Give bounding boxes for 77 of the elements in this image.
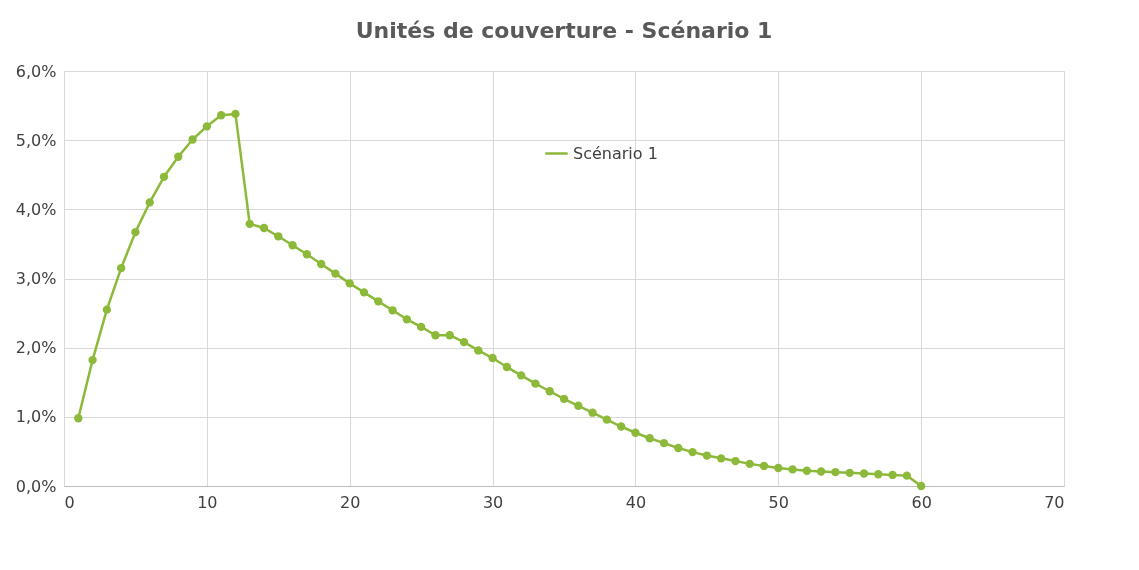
point — [716, 454, 726, 463]
point — [445, 331, 454, 340]
y-tick-label: 3,0% — [15, 269, 57, 288]
y-tick-label: 4,0% — [15, 199, 57, 219]
point — [231, 109, 240, 119]
legend-label: Scénario 1 — [573, 143, 658, 163]
point — [559, 394, 569, 404]
point — [588, 408, 597, 417]
point — [788, 465, 797, 474]
x-tick-label: 0 — [64, 492, 75, 512]
y-tick-label: 5,0% — [15, 130, 57, 150]
point — [402, 315, 412, 324]
point — [431, 331, 440, 340]
y-tick-label: 2,0% — [15, 338, 57, 358]
point — [274, 232, 283, 241]
point — [288, 241, 297, 250]
point — [245, 219, 254, 229]
point — [659, 438, 669, 448]
point — [831, 467, 840, 477]
point — [116, 263, 126, 273]
x-tick-label: 10 — [197, 492, 218, 512]
point — [374, 297, 383, 306]
point — [331, 269, 340, 278]
point — [731, 456, 740, 466]
x-tick-label: 70 — [1044, 492, 1065, 512]
point — [345, 279, 354, 288]
point — [502, 362, 512, 372]
point — [859, 469, 869, 478]
point — [174, 152, 183, 161]
x-tick-label: 20 — [340, 492, 361, 512]
point — [474, 346, 483, 355]
point — [316, 259, 326, 269]
point — [774, 463, 783, 473]
point — [216, 111, 226, 120]
chart-title: Unités de couverture - Scénario 1 — [355, 18, 773, 43]
point — [602, 415, 612, 424]
point — [188, 135, 197, 144]
point — [159, 172, 169, 181]
point — [145, 198, 154, 207]
point — [745, 459, 754, 469]
x-tick-label: 50 — [768, 492, 789, 512]
y-tick-label: 1,0% — [15, 407, 57, 427]
point — [202, 122, 212, 131]
point — [259, 223, 269, 233]
point — [302, 250, 312, 259]
point — [74, 414, 83, 423]
point — [545, 387, 554, 396]
point — [816, 467, 826, 476]
point — [102, 305, 112, 314]
point — [888, 470, 897, 480]
y-tick-label: 6,0% — [15, 61, 57, 81]
point — [516, 371, 526, 380]
point — [616, 422, 626, 431]
point — [702, 451, 712, 460]
point — [531, 379, 540, 388]
point — [902, 471, 912, 480]
point — [874, 470, 883, 479]
x-tick-label: 30 — [482, 492, 504, 512]
point — [802, 466, 812, 475]
y-tick-label: 0,0% — [15, 476, 57, 496]
point — [88, 355, 97, 365]
point — [688, 447, 697, 457]
point — [574, 401, 583, 410]
point — [488, 353, 497, 363]
point — [916, 481, 926, 491]
point — [631, 428, 640, 437]
x-tick-label: 60 — [911, 492, 932, 512]
point — [131, 227, 140, 237]
point — [759, 461, 769, 471]
x-tick-label: 40 — [625, 492, 647, 512]
point — [674, 443, 683, 453]
point — [645, 434, 654, 443]
point — [359, 288, 369, 297]
point — [416, 322, 426, 332]
point — [459, 337, 469, 347]
point — [388, 306, 397, 315]
point — [845, 468, 854, 478]
